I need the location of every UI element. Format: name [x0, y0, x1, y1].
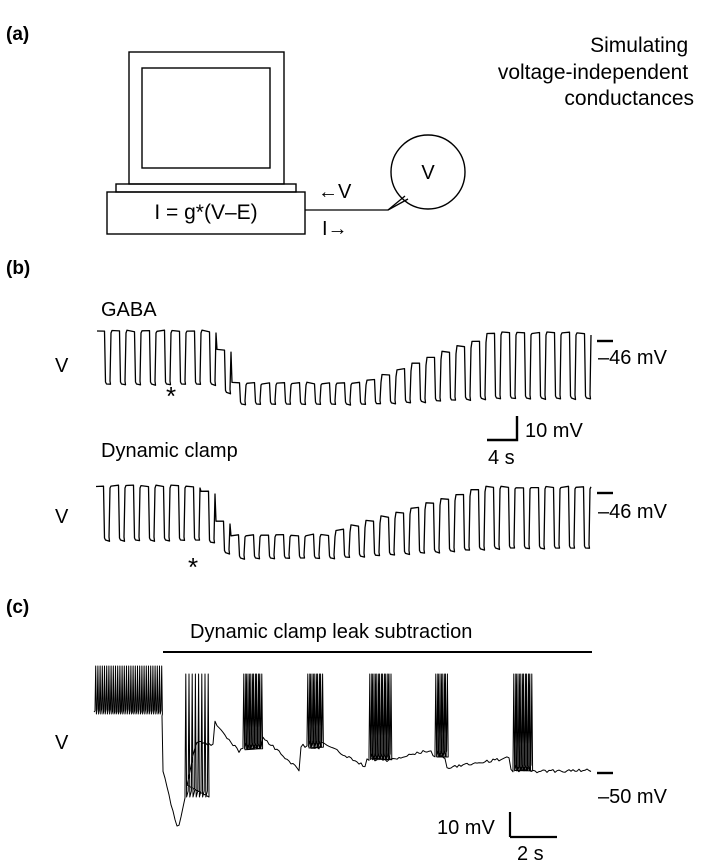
- panel-a-label: (a): [6, 24, 29, 45]
- scale-b-time: 4 s: [488, 447, 515, 469]
- trace1-v-label: V: [55, 355, 69, 377]
- dynamic-clamp-voltage-trace: [95, 484, 592, 560]
- panel-b-label: (b): [6, 258, 30, 279]
- cell-label: V: [421, 162, 435, 184]
- panel-a-title: Simulating voltage-independent conductan…: [498, 34, 694, 110]
- trace3-level-label: –50 mV: [598, 786, 668, 808]
- panel-a-title-line-3: conductances: [564, 87, 694, 110]
- trace2-title: Dynamic clamp: [101, 440, 238, 462]
- leak-subtraction-title: Dynamic clamp leak subtraction: [190, 621, 472, 643]
- trace2-marker: *: [188, 552, 198, 582]
- gaba-voltage-trace: [96, 329, 592, 406]
- arrow-i-label: I→: [322, 218, 348, 240]
- computer-icon: [106, 51, 306, 235]
- panel-a-title-line-2: voltage-independent: [498, 61, 688, 84]
- scale-c-voltage: 10 mV: [437, 817, 495, 839]
- panel-a-title-line-1: Simulating: [590, 34, 688, 57]
- computer-box: [106, 191, 306, 235]
- trace3-v-label: V: [55, 732, 69, 754]
- arrow-v-label: ←V: [318, 181, 352, 203]
- trace2-v-label: V: [55, 506, 69, 528]
- equation-label: I = g*(V–E): [154, 201, 257, 224]
- monitor-screen: [141, 67, 271, 169]
- panel-c-label: (c): [6, 597, 29, 618]
- cell-circle: [390, 134, 466, 210]
- scale-c-time: 2 s: [517, 843, 544, 865]
- trace1-marker: *: [166, 381, 176, 411]
- trace1-title: GABA: [101, 299, 157, 321]
- leak-subtraction-voltage-trace: [93, 665, 592, 827]
- scale-bar-b: [487, 416, 519, 442]
- trace2-level-label: –46 mV: [598, 501, 668, 523]
- scale-b-voltage: 10 mV: [525, 420, 583, 442]
- monitor-outer: [128, 51, 285, 185]
- trace1-level-label: –46 mV: [598, 347, 668, 369]
- monitor-base: [115, 183, 297, 193]
